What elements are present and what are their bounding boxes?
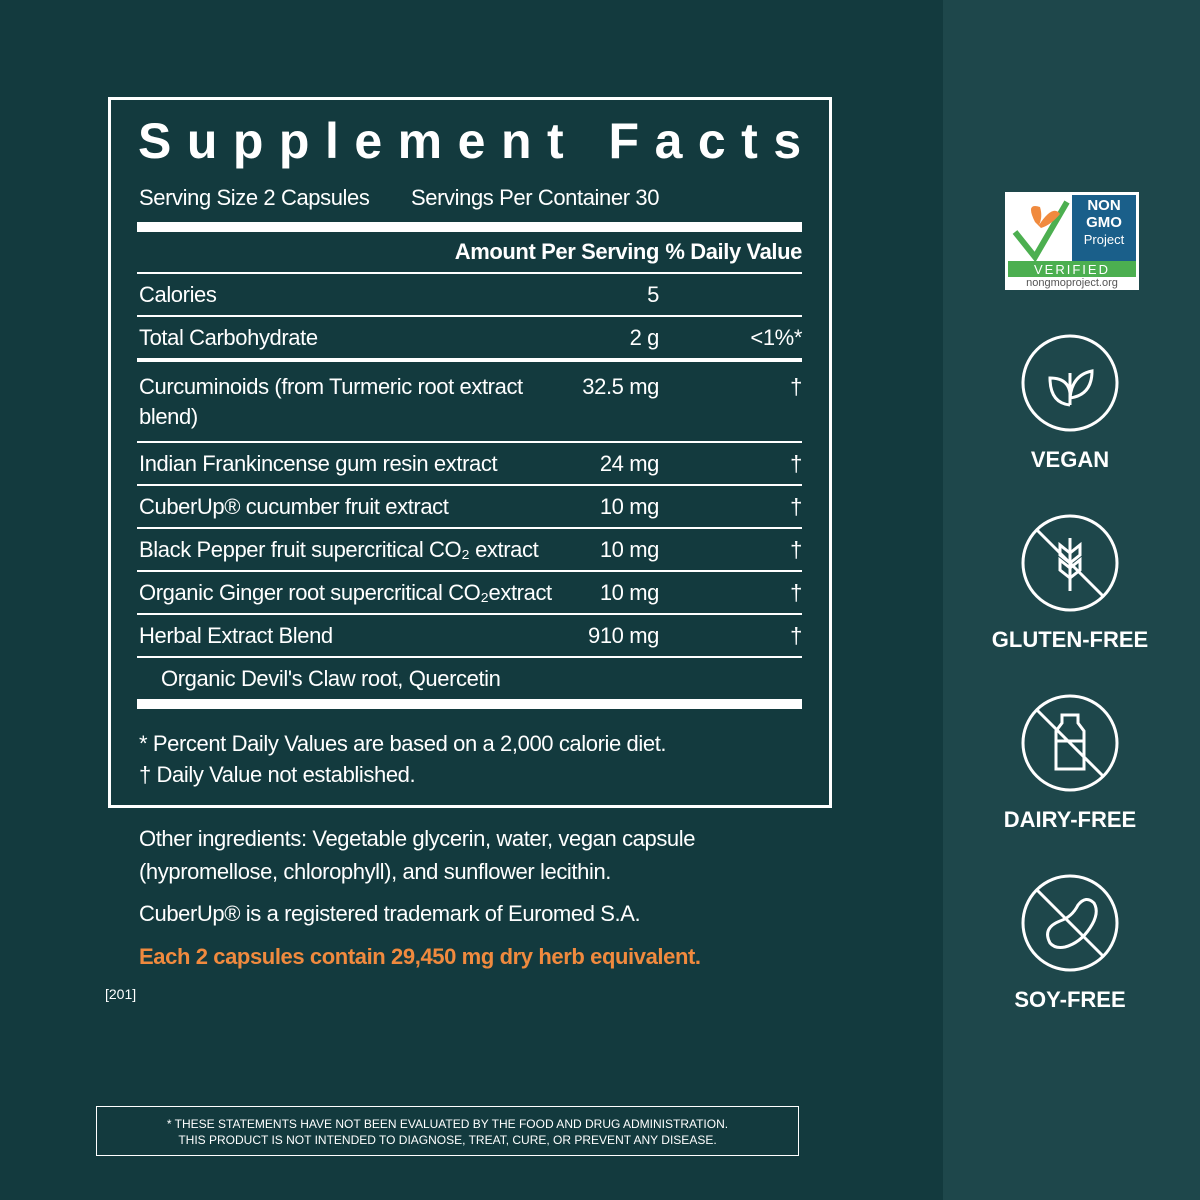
nutrient-name: Calories	[139, 282, 217, 307]
disclaimer-line: THIS PRODUCT IS NOT INTENDED TO DIAGNOSE…	[178, 1133, 717, 1147]
fact-row: Calories 5	[137, 274, 802, 317]
daily-value: †	[790, 494, 802, 519]
facts-table: Amount Per Serving % Daily Value Calorie…	[137, 222, 802, 709]
fact-row: Herbal Extract Blend 910 mg †	[137, 615, 802, 658]
logo-text: Project	[1084, 232, 1125, 247]
daily-value: †	[790, 451, 802, 476]
badge-label: VEGAN	[1030, 447, 1110, 472]
trademark: CuberUp® is a registered trademark of Eu…	[139, 901, 641, 926]
amount: 910 mg	[588, 623, 659, 648]
logo-text: nongmoproject.org	[1026, 277, 1118, 289]
fact-row: CuberUp® cucumber fruit extract 10 mg †	[137, 486, 802, 529]
nutrient-name: Herbal Extract Blend	[139, 623, 333, 648]
fact-row: Black Pepper fruit supercritical CO₂ ext…	[137, 529, 802, 572]
badge-label: DAIRY-FREE	[1003, 807, 1137, 832]
blend-note: Organic Devil's Claw root, Quercetin	[161, 666, 501, 691]
dv-header: % Daily Value	[665, 239, 802, 264]
fact-row: Organic Ginger root supercritical CO₂ext…	[137, 572, 802, 615]
nutrient-name: Curcuminoids (from Turmeric root extract…	[139, 374, 523, 429]
logo-text: GMO	[1086, 214, 1122, 231]
highlight: Each 2 capsules contain 29,450 mg dry he…	[139, 944, 701, 969]
footnote: * Percent Daily Values are based on a 2,…	[139, 731, 667, 756]
amount: 2 g	[629, 325, 660, 350]
disclaimer-line: * THESE STATEMENTS HAVE NOT BEEN EVALUAT…	[166, 1117, 729, 1131]
amount: 10 mg	[599, 580, 660, 605]
daily-value: †	[790, 537, 802, 562]
amount: 24 mg	[599, 451, 660, 476]
badge-icons	[1021, 334, 1119, 972]
daily-value: †	[790, 374, 802, 399]
servings-per-container: Servings Per Container 30	[411, 185, 660, 210]
amount: 5	[647, 282, 659, 307]
left-panel	[0, 0, 943, 1200]
fact-row: Indian Frankincense gum resin extract 24 …	[137, 443, 802, 486]
daily-value: <1%*	[750, 325, 802, 350]
rows: Calories 5 Total Carbohydrate 2 g <1%* Curcum…	[137, 274, 802, 699]
amount: 10 mg	[599, 537, 660, 562]
nutrient-name: Organic Ginger root supercritical CO₂ext…	[139, 580, 552, 605]
column-header: Amount Per Serving % Daily Value	[137, 232, 802, 274]
nutrient-name: CuberUp® cucumber fruit extract	[139, 494, 449, 519]
facts-box	[108, 97, 832, 808]
logo-text: NON	[1087, 197, 1120, 214]
disclaimer: * THESE STATEMENTS HAVE NOT BEEN EVALUAT…	[96, 1106, 799, 1156]
amount-header: Amount Per Serving	[454, 239, 660, 264]
code: [201]	[105, 986, 137, 1002]
badge-label: SOY-FREE	[1014, 987, 1126, 1012]
nutrient-name: Total Carbohydrate	[139, 325, 318, 350]
rule	[137, 699, 802, 709]
logo-text: VERIFIED	[1034, 262, 1110, 277]
rule	[137, 222, 802, 232]
serving-size: Serving Size 2 Capsules	[139, 185, 370, 210]
badge-label: GLUTEN-FREE	[991, 627, 1149, 652]
non-gmo-logo: NON GMO Project VERIFIED nongmoproject.o…	[1005, 192, 1139, 290]
fact-row: Curcuminoids (from Turmeric root extract…	[137, 362, 802, 443]
fact-row: Total Carbohydrate 2 g <1%*	[137, 317, 802, 362]
amount: 10 mg	[599, 494, 660, 519]
nutrient-name: Black Pepper fruit supercritical CO₂ ext…	[139, 537, 539, 562]
daily-value: †	[790, 580, 802, 605]
other-ingredients: Other ingredients: Vegetable glycerin, w…	[139, 826, 696, 884]
nutrient-name: Indian Frankincense gum resin extract	[139, 451, 498, 476]
daily-value: †	[790, 623, 802, 648]
title: Supplement Facts	[138, 113, 817, 169]
footnote: † Daily Value not established.	[139, 762, 416, 787]
amount: 32.5 mg	[582, 374, 659, 399]
